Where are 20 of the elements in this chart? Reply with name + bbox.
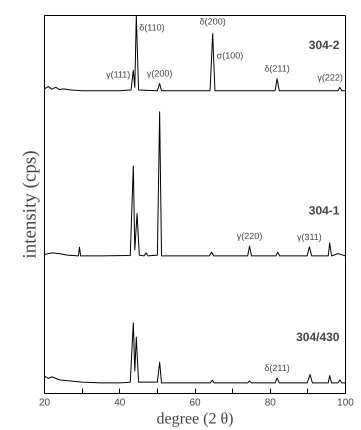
x-tick-label: 40: [114, 398, 126, 408]
annotation: δ(211): [264, 363, 290, 373]
annotation: γ(222): [317, 72, 343, 82]
text: 304/430: [296, 330, 340, 344]
annotation: γ(111): [106, 69, 130, 80]
x-tick-label: 100: [337, 398, 354, 408]
x-tick-label: 20: [38, 398, 50, 408]
text: 304-2: [308, 38, 340, 52]
annotation: σ(100): [216, 50, 244, 61]
x-tick-label: 60: [189, 398, 201, 408]
annotation: δ(110): [139, 22, 165, 32]
annotation: γ(200): [146, 68, 172, 79]
annotation: δ(211): [264, 64, 290, 74]
annotation: γ(311): [296, 232, 322, 242]
text: 304-1: [308, 203, 340, 218]
annotation: δ(200): [200, 16, 226, 27]
x-axis-title: degree (2 θ): [156, 410, 234, 428]
annotation: γ(220): [236, 231, 262, 242]
x-tick-label: 80: [264, 398, 276, 408]
y-axis-title: intensity (cps): [20, 150, 40, 259]
